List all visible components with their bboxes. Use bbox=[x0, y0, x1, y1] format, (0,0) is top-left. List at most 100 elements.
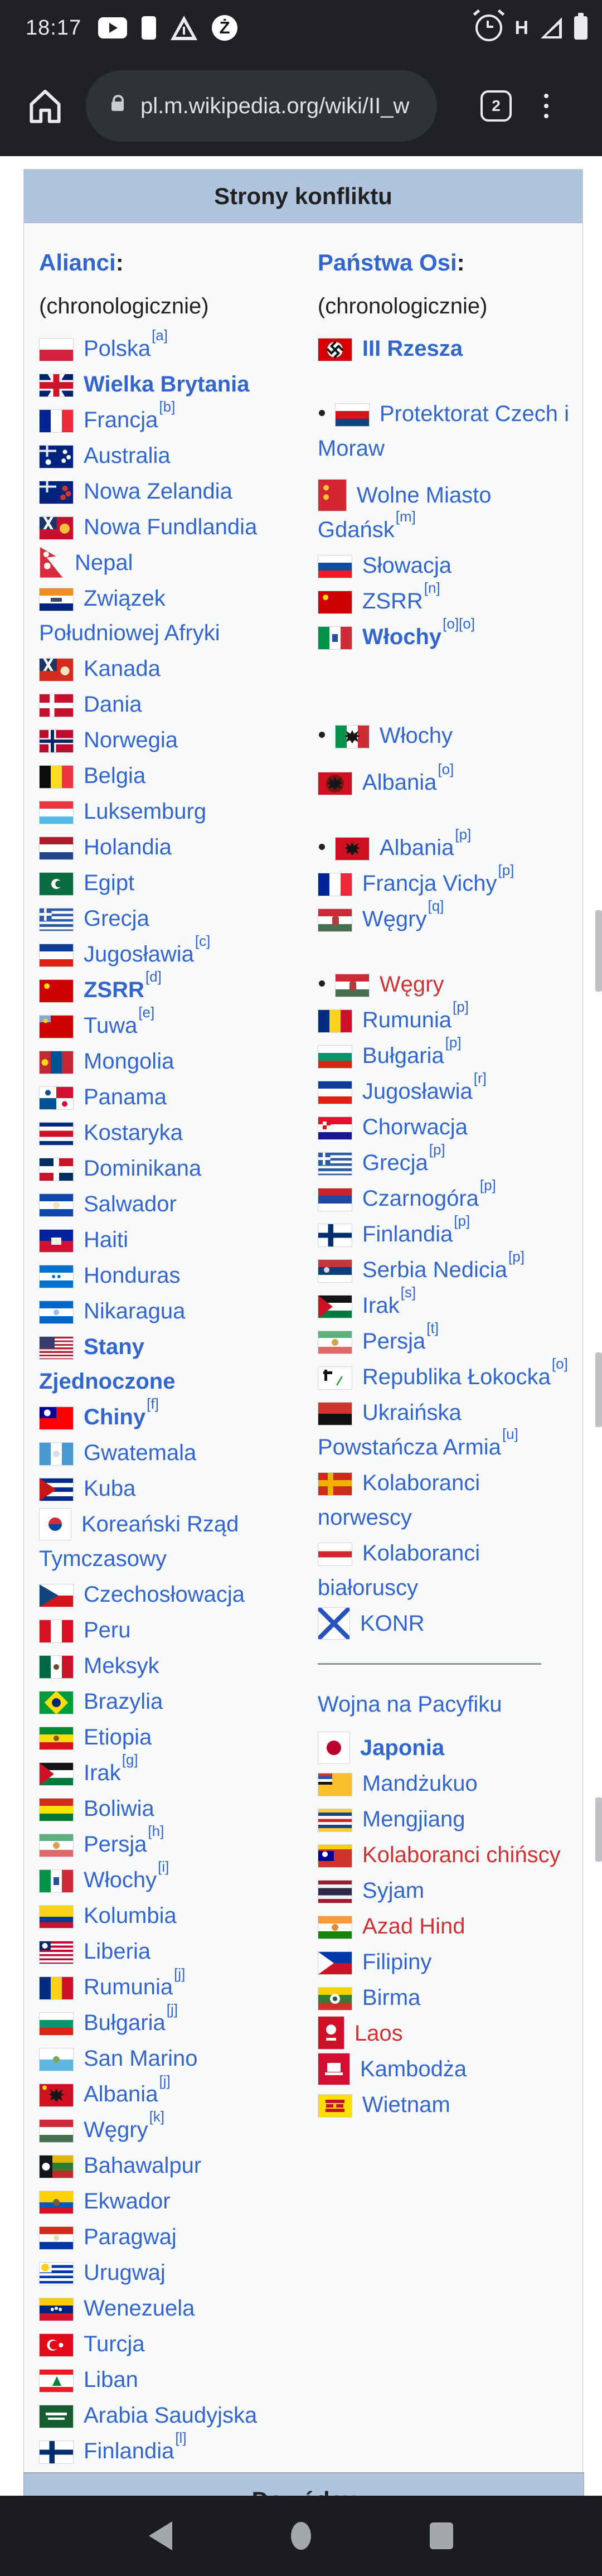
country-link[interactable]: Mengjiang bbox=[362, 1807, 465, 1831]
footnote-ref[interactable]: [p] bbox=[445, 1033, 462, 1051]
country-link[interactable]: Chorwacja bbox=[362, 1115, 468, 1139]
footnote-ref[interactable]: [k] bbox=[149, 2108, 165, 2125]
footnote-ref[interactable]: [p] bbox=[455, 825, 472, 843]
url-text[interactable]: pl.m.wikipedia.org/wiki/II_w bbox=[140, 93, 410, 118]
home-pill-icon[interactable] bbox=[290, 2522, 311, 2550]
country-link[interactable]: Czarnogóra bbox=[362, 1186, 479, 1211]
country-link[interactable]: III Rzesza bbox=[362, 336, 463, 361]
country-link[interactable]: Serbia Nedicia bbox=[362, 1258, 508, 1282]
footnote-ref[interactable]: [r] bbox=[473, 1069, 487, 1086]
country-link[interactable]: Irak bbox=[362, 1293, 400, 1318]
country-link[interactable]: Luksemburg bbox=[84, 799, 207, 824]
country-link[interactable]: Wielka Brytania bbox=[84, 372, 250, 397]
footnote-ref[interactable]: [s] bbox=[400, 1283, 416, 1301]
pacific-war-link[interactable]: Wojna na Pacyfiku bbox=[317, 1692, 502, 1717]
footnote-ref[interactable]: [o] bbox=[551, 1355, 568, 1372]
country-link[interactable]: Związek Południowej Afryki bbox=[39, 586, 220, 645]
country-link[interactable]: Stany Zjednoczone bbox=[39, 1335, 176, 1394]
scrollbar-thumb[interactable] bbox=[595, 1352, 602, 1427]
country-link[interactable]: Polska bbox=[84, 336, 151, 361]
footnote-ref[interactable]: [f] bbox=[147, 1395, 159, 1412]
country-link[interactable]: Honduras bbox=[84, 1263, 181, 1288]
footnote-ref[interactable]: [a] bbox=[152, 326, 168, 344]
country-link[interactable]: Albania bbox=[362, 770, 437, 795]
country-link[interactable]: Albania bbox=[84, 2082, 158, 2106]
country-link[interactable]: Azad Hind bbox=[362, 1914, 465, 1939]
country-link[interactable]: Holandia bbox=[84, 835, 172, 859]
country-link[interactable]: Kostaryka bbox=[84, 1120, 183, 1145]
country-link[interactable]: Haiti bbox=[84, 1227, 129, 1252]
footnote-ref[interactable]: [n] bbox=[424, 579, 440, 596]
footnote-ref[interactable]: [g] bbox=[122, 1751, 138, 1768]
country-link[interactable]: Gwatemala bbox=[84, 1441, 197, 1465]
scrollbar-thumb[interactable] bbox=[595, 910, 602, 992]
footnote-ref[interactable]: [j] bbox=[166, 2000, 178, 2018]
footnote-ref[interactable]: [p] bbox=[498, 861, 514, 878]
country-link[interactable]: Grecja bbox=[84, 906, 149, 931]
country-link[interactable]: Kolumbia bbox=[84, 1903, 177, 1928]
allies-link[interactable]: Alianci bbox=[39, 249, 116, 276]
country-link[interactable]: Urugwaj bbox=[84, 2260, 166, 2285]
footnote-ref[interactable]: [j] bbox=[159, 2072, 171, 2089]
country-link[interactable]: Kanada bbox=[84, 656, 161, 681]
country-link[interactable]: Liban bbox=[84, 2367, 138, 2392]
country-link[interactable]: Mandżukuo bbox=[362, 1771, 478, 1796]
country-link[interactable]: Belgia bbox=[84, 763, 146, 788]
country-link[interactable]: Republika Łokocka bbox=[362, 1365, 551, 1389]
country-link[interactable]: Birma bbox=[362, 1985, 421, 2010]
country-link[interactable]: Bułgaria bbox=[362, 1043, 444, 1068]
footnote-ref[interactable]: [p] bbox=[508, 1248, 525, 1265]
url-address-bar[interactable]: pl.m.wikipedia.org/wiki/II_w bbox=[86, 70, 437, 142]
country-link[interactable]: Wietnam bbox=[362, 2092, 450, 2117]
country-link[interactable]: Paragwaj bbox=[84, 2225, 177, 2249]
country-link[interactable]: Włochy bbox=[362, 625, 442, 649]
country-link[interactable]: Bułgaria bbox=[84, 2010, 166, 2035]
country-link[interactable]: Albania bbox=[379, 835, 454, 860]
country-link[interactable]: Kambodża bbox=[360, 2057, 467, 2081]
tab-counter-button[interactable]: 2 bbox=[480, 90, 512, 122]
country-link[interactable]: Ukraińska Powstańcza Armia bbox=[317, 1400, 501, 1459]
country-link[interactable]: Ekwador bbox=[84, 2189, 171, 2213]
footnote-ref[interactable]: [p] bbox=[479, 1176, 496, 1193]
footnote-ref[interactable]: [p] bbox=[454, 1212, 470, 1229]
country-link[interactable]: Włochy bbox=[379, 723, 453, 748]
country-link[interactable]: Arabia Saudyjska bbox=[84, 2403, 258, 2428]
country-link[interactable]: Egipt bbox=[84, 871, 135, 895]
footnote-ref[interactable]: [q] bbox=[428, 897, 444, 914]
country-link[interactable]: Finlandia bbox=[84, 2439, 174, 2463]
footnote-ref[interactable]: [b] bbox=[159, 398, 176, 415]
country-link[interactable]: Słowacja bbox=[362, 553, 452, 578]
country-link[interactable]: Wenezuela bbox=[84, 2296, 195, 2321]
country-link[interactable]: Nikaragua bbox=[84, 1299, 186, 1323]
country-link[interactable]: Finlandia bbox=[362, 1222, 453, 1246]
scrollbar-thumb[interactable] bbox=[595, 1797, 602, 1862]
home-button-icon[interactable] bbox=[25, 85, 66, 127]
country-link[interactable]: Nowa Fundlandia bbox=[84, 515, 258, 539]
footnote-ref[interactable]: [i] bbox=[158, 1858, 169, 1875]
country-link[interactable]: Peru bbox=[84, 1618, 131, 1642]
country-link[interactable]: ZSRR bbox=[362, 589, 423, 613]
country-link[interactable]: Chiny bbox=[84, 1405, 146, 1429]
country-link[interactable]: Protektorat Czech i Moraw bbox=[317, 402, 570, 461]
country-link[interactable]: Laos bbox=[354, 2021, 403, 2046]
country-link[interactable]: Francja bbox=[84, 408, 158, 432]
country-link[interactable]: Japonia bbox=[360, 1736, 445, 1760]
footnote-ref[interactable]: [d] bbox=[145, 968, 162, 985]
footnote-ref[interactable]: [h] bbox=[148, 1822, 164, 1839]
footnote-ref[interactable]: [u] bbox=[502, 1425, 518, 1442]
country-link[interactable]: Brazylia bbox=[84, 1689, 163, 1714]
country-link[interactable]: Włochy bbox=[84, 1868, 157, 1892]
country-link[interactable]: Wolne Miasto Gdańsk bbox=[317, 483, 492, 542]
footnote-ref[interactable]: [o][o] bbox=[443, 615, 475, 632]
country-link[interactable]: Rumunia bbox=[84, 1975, 173, 1999]
country-link[interactable]: Salwador bbox=[84, 1192, 177, 1216]
country-link[interactable]: Dominikana bbox=[84, 1156, 202, 1181]
menu-overflow-button[interactable] bbox=[544, 94, 548, 118]
country-link[interactable]: Liberia bbox=[84, 1939, 151, 1964]
country-link[interactable]: Węgry bbox=[379, 972, 444, 997]
country-link[interactable]: Węgry bbox=[362, 907, 427, 931]
country-link[interactable]: Australia bbox=[84, 443, 171, 468]
country-link[interactable]: Jugosławia bbox=[84, 942, 194, 966]
country-link[interactable]: Meksyk bbox=[84, 1654, 159, 1678]
country-link[interactable]: San Marino bbox=[84, 2046, 198, 2071]
